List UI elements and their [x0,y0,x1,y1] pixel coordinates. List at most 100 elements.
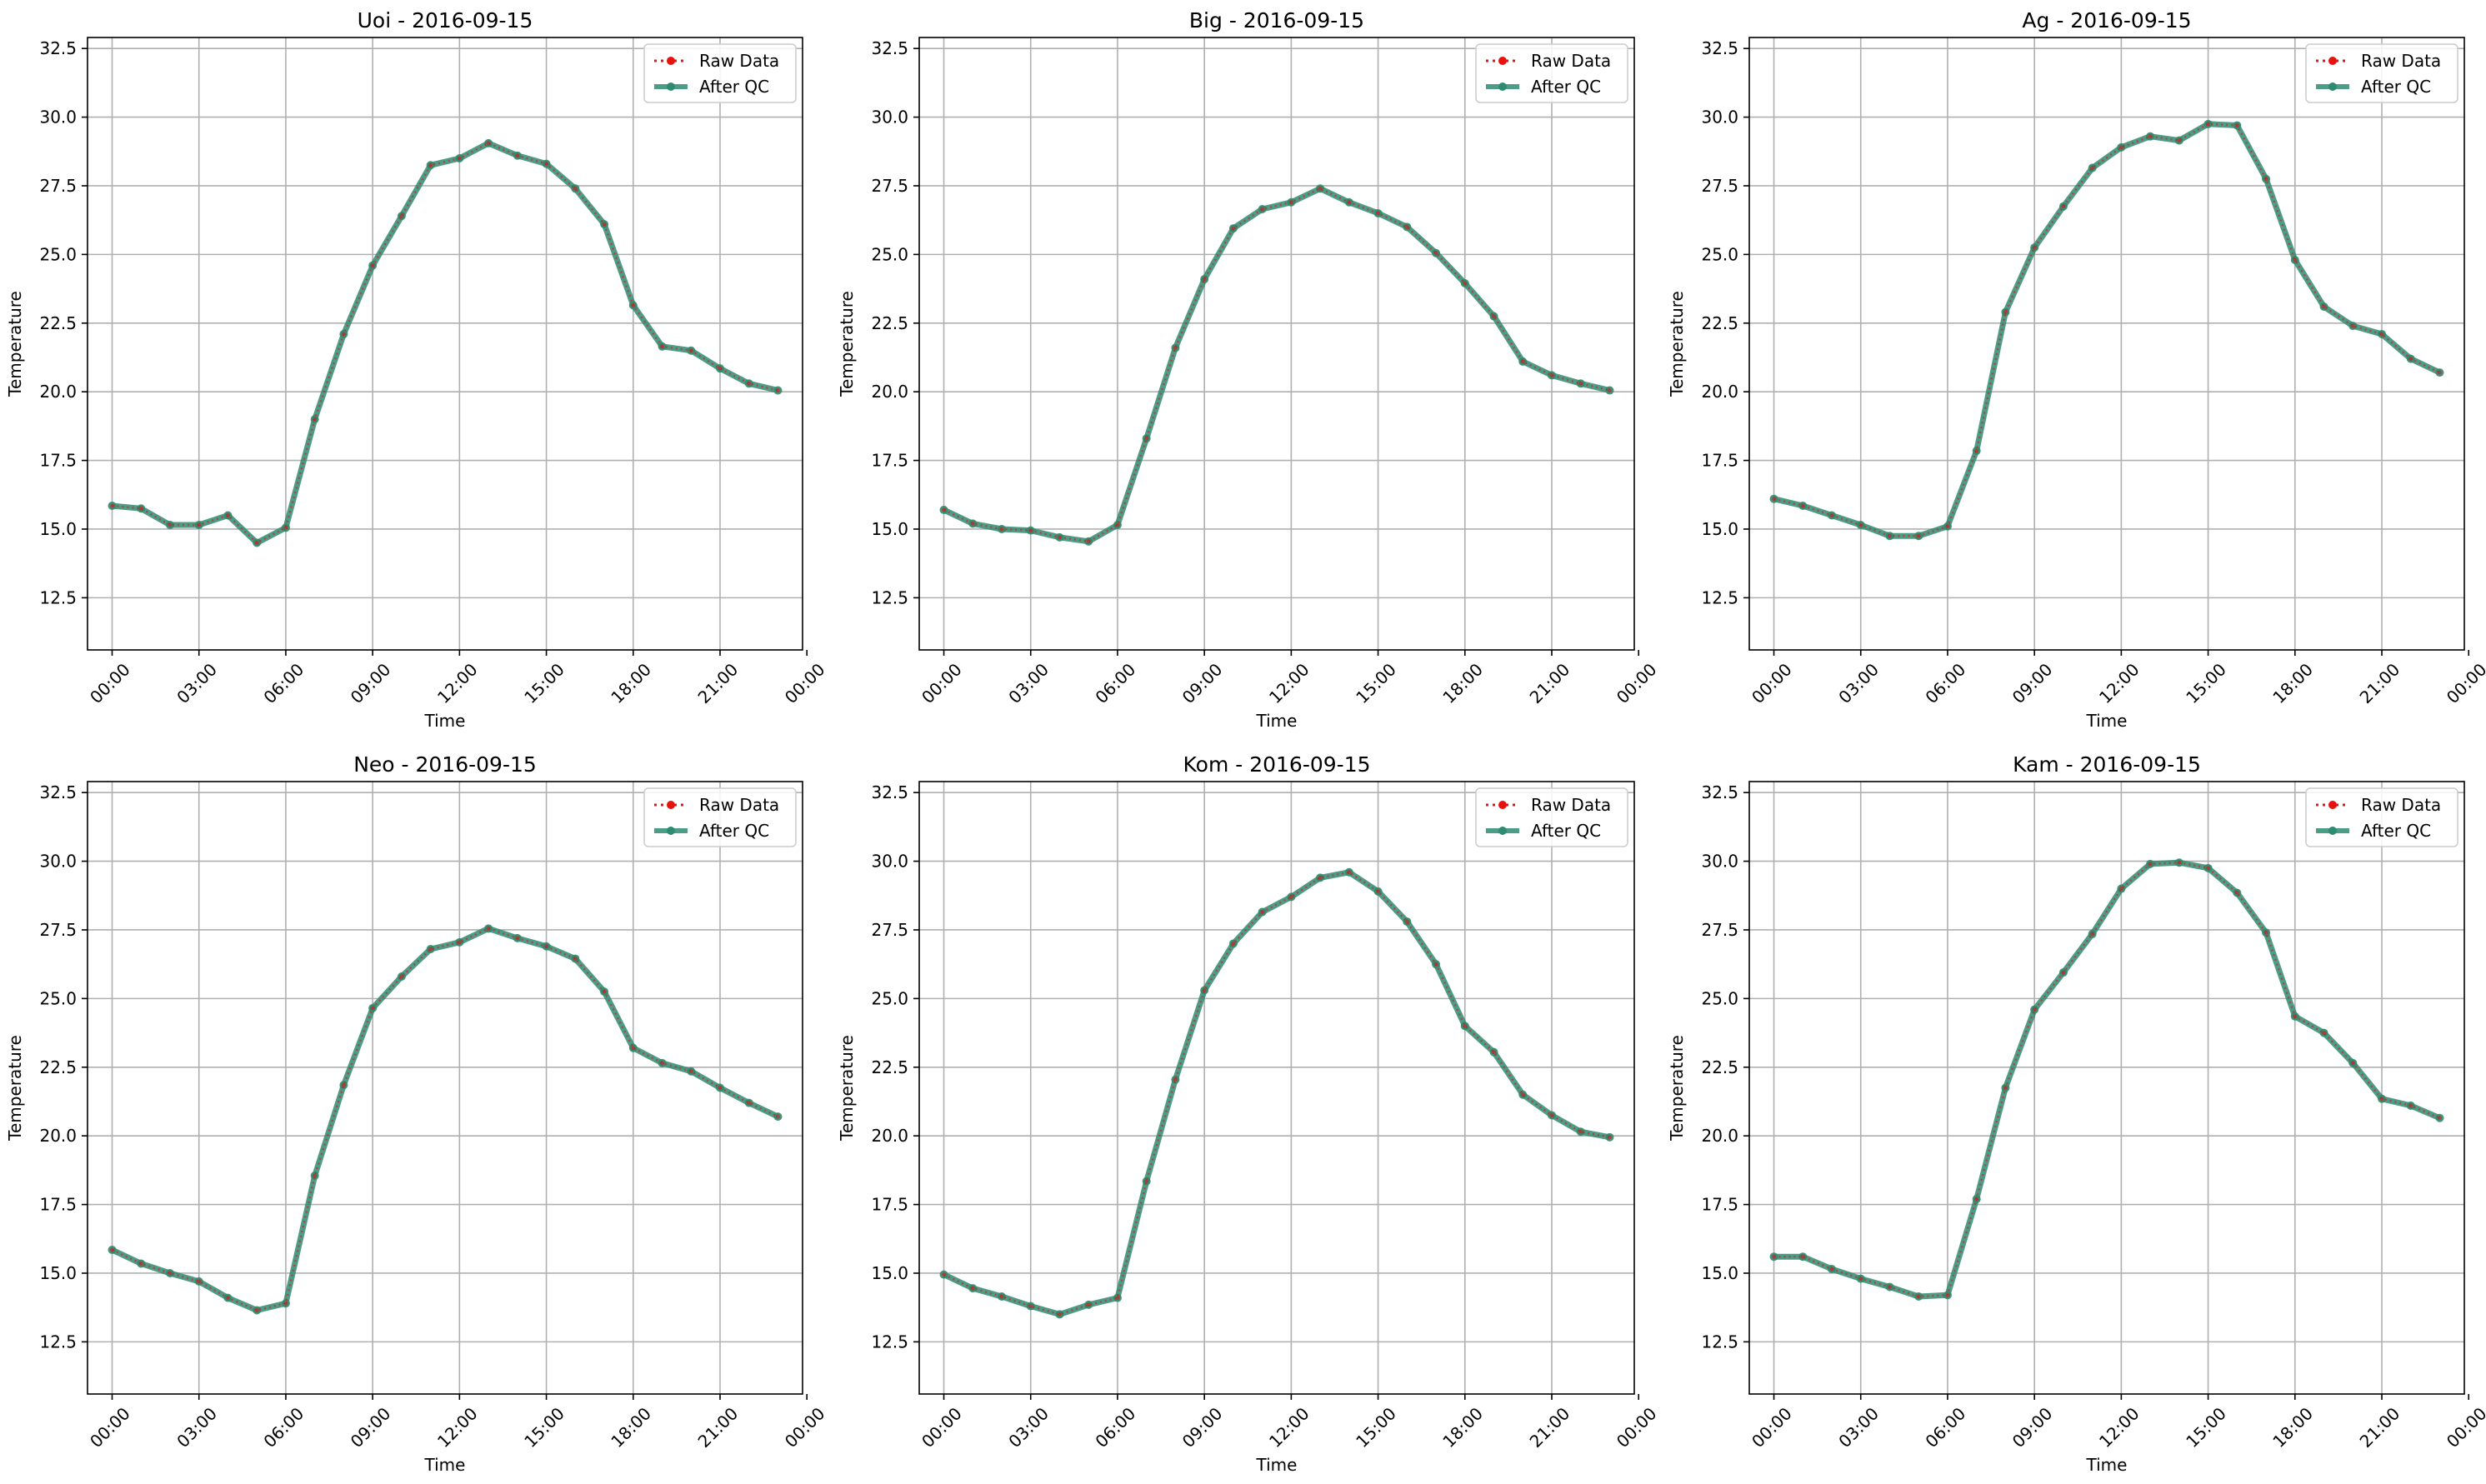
raw-data-point [2003,1086,2008,1090]
raw-data-point [370,1006,375,1011]
x-tick-label: 18:00 [2268,1403,2317,1452]
series-raw-data [942,870,1612,1317]
y-tick-label: 22.5 [1701,313,1738,333]
raw-data-point [2148,862,2153,867]
x-tick-label: 12:00 [1265,1403,1313,1452]
y-tick-label: 15.0 [1701,519,1738,539]
raw-data-point [775,1114,780,1119]
raw-data-point [1144,1179,1149,1184]
axes-frame [1748,781,2465,1395]
raw-data-line [943,871,1610,1316]
grid [1749,37,2464,650]
raw-data-point [313,1173,318,1178]
raw-data-point [544,162,549,167]
legend-raw-label: Raw Data [1531,51,1611,71]
x-tick-label: 06:00 [260,659,308,707]
raw-data-point [1520,1092,1525,1097]
x-tick-label: 21:00 [2356,1403,2404,1452]
raw-data-point [775,388,780,393]
raw-data-point [660,1061,665,1066]
raw-data-point [1772,497,1777,502]
raw-data-point [2379,1097,2384,1102]
raw-data-point [515,153,520,158]
raw-data-point [1173,345,1178,350]
raw-data-point [1549,372,1554,377]
y-tick-label: 22.5 [871,1057,908,1077]
raw-data-point [2379,332,2384,337]
raw-data-point [1376,211,1381,216]
raw-data-point [631,302,636,307]
y-tick-label: 25.0 [1701,988,1738,1008]
legend: Raw Data After QC [2305,787,2458,847]
raw-data-point [942,507,947,512]
x-tick-label: 09:00 [347,1403,395,1452]
x-tick-label: 03:00 [1834,1403,1883,1452]
raw-data-line [943,187,1610,543]
raw-data-point [1974,448,1979,453]
raw-data-point [197,522,202,527]
raw-data-point [2234,890,2239,895]
raw-data-point [2206,866,2211,871]
raw-data-point [1144,436,1149,441]
raw-data-point [747,381,752,386]
raw-data-point [1260,207,1265,212]
raw-data-point [2061,204,2066,209]
subplot-1: 12.5 15.0 17.5 20.0 22.5 25.0 27.5 30.0 32.5 00:0… [5,8,828,731]
x-axis-label: Time [1256,711,1298,731]
y-tick-label: 30.0 [871,852,908,872]
legend-raw-label: Raw Data [2361,795,2441,815]
series-after-qc [939,184,1614,546]
y-tick-label: 15.0 [871,1263,908,1283]
series-raw-data [110,141,780,545]
raw-data-point [1607,1135,1612,1140]
series-raw-data [942,186,1612,544]
grid [88,782,803,1394]
series-after-qc [108,924,783,1315]
raw-data-point [2322,1031,2327,1036]
y-tick-label: 25.0 [39,988,77,1008]
x-tick-label: 00:00 [918,1403,966,1452]
raw-data-point [1057,535,1062,540]
raw-data-point [1492,1050,1497,1055]
raw-data-point [1974,1197,1979,1202]
raw-data-point [631,1046,636,1051]
y-tick-label: 30.0 [39,107,77,127]
legend-raw-label: Raw Data [699,795,779,815]
raw-data-point [2148,134,2153,139]
y-tick-label: 20.0 [1701,1126,1738,1146]
raw-data-point [2234,122,2239,127]
raw-data-point [1318,186,1323,191]
raw-data-point [1260,910,1265,915]
raw-data-point [2003,310,2008,315]
x-tick-label: 18:00 [2268,659,2317,707]
x-tick-label: 03:00 [173,1403,221,1452]
legend-raw-marker [667,801,675,809]
axes-frame [918,781,1635,1395]
y-tick-label: 27.5 [871,176,908,196]
raw-data-point [1086,539,1091,544]
y-axis-label: Temperature [5,1035,25,1142]
raw-data-point [1945,524,1950,529]
raw-data-point [2408,1103,2413,1108]
raw-data-point [1202,987,1207,992]
x-tick-label: 12:00 [433,1403,482,1452]
raw-data-point [1404,919,1409,924]
raw-data-point [602,222,607,227]
x-tick-label: 21:00 [1526,1403,1574,1452]
raw-data-point [1800,503,1805,508]
x-tick-label: 03:00 [1834,659,1883,707]
raw-data-point [225,512,230,517]
raw-data-line [112,142,778,545]
x-tick-label: 09:00 [1178,659,1227,707]
raw-data-point [2350,323,2355,328]
x-tick-label: 09:00 [1178,1403,1227,1452]
raw-data-point [1829,512,1834,517]
y-tick-label: 20.0 [39,1126,77,1146]
y-tick-label: 32.5 [39,38,77,58]
raw-data-point [747,1101,752,1106]
x-tick-label: 00:00 [86,659,134,707]
raw-data-point [2090,932,2095,937]
x-tick-label: 00:00 [1748,1403,1796,1452]
legend: Raw Data After QC [1475,787,1628,847]
